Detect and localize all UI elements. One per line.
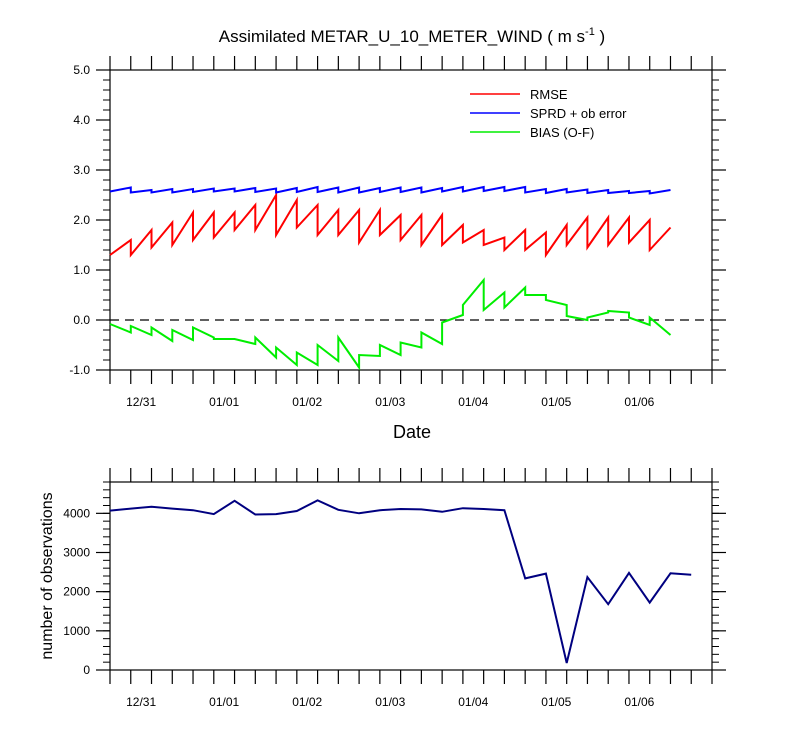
x-tick-label: 12/31 — [126, 695, 156, 709]
y-tick-label: 1.0 — [73, 263, 90, 277]
legend: RMSE SPRD + ob error BIAS (O-F) — [470, 87, 627, 140]
x-tick-label: 01/03 — [375, 395, 405, 409]
y-tick-label: 0 — [83, 663, 90, 677]
legend-label-bias: BIAS (O-F) — [530, 125, 594, 140]
series-line-number-of-observations — [109, 499, 692, 664]
top-chart-title: Assimilated METAR_U_10_METER_WIND ( m s-… — [219, 26, 605, 46]
bottom-y-axis-label: number of observations — [39, 492, 56, 659]
legend-label-rmse: RMSE — [530, 87, 568, 102]
top-series — [109, 185, 672, 371]
x-tick-label: 01/02 — [292, 395, 322, 409]
y-tick-label: 2000 — [63, 585, 90, 599]
bottom-chart: 12/31 01/01 01/02 01/03 01/04 01/05 01/06 0 100… — [39, 468, 726, 709]
top-chart: Assimilated METAR_U_10_METER_WIND ( m s-… — [69, 26, 726, 442]
x-tick-label: 01/06 — [624, 695, 654, 709]
y-tick-label: 3.0 — [73, 163, 90, 177]
series-line-sprd-ob-error — [109, 185, 671, 195]
x-tick-label: 01/04 — [458, 695, 488, 709]
x-tick-label: 01/06 — [624, 395, 654, 409]
bottom-series — [109, 499, 692, 664]
x-tick-label: 01/05 — [541, 695, 571, 709]
x-tick-label: 01/03 — [375, 695, 405, 709]
x-tick-label: 01/01 — [209, 395, 239, 409]
y-tick-label: 5.0 — [73, 63, 90, 77]
top-x-axis-label: Date — [393, 422, 431, 442]
top-y-ticks: -1.0 0.0 1.0 2.0 3.0 4.0 5.0 — [69, 63, 726, 377]
bottom-x-ticks: 12/31 01/01 01/02 01/03 01/04 01/05 01/06 — [109, 468, 713, 709]
y-tick-label: -1.0 — [69, 363, 90, 377]
y-tick-label: 1000 — [63, 624, 90, 638]
legend-label-sprd: SPRD + ob error — [530, 106, 627, 121]
series-line-bias-o-f — [109, 277, 672, 371]
x-tick-label: 01/02 — [292, 695, 322, 709]
top-x-ticks: 12/31 01/01 01/02 01/03 01/04 01/05 01/06 — [109, 56, 713, 409]
series-line-rmse — [109, 191, 672, 259]
y-tick-label: 4.0 — [73, 113, 90, 127]
bottom-y-ticks: 0 1000 2000 3000 4000 — [63, 506, 726, 677]
x-tick-label: 01/04 — [458, 395, 488, 409]
x-tick-label: 01/05 — [541, 395, 571, 409]
y-tick-label: 0.0 — [73, 313, 90, 327]
y-tick-label: 4000 — [63, 506, 90, 520]
y-tick-label: 2.0 — [73, 213, 90, 227]
x-tick-label: 01/01 — [209, 695, 239, 709]
x-tick-label: 12/31 — [126, 395, 156, 409]
y-tick-label: 3000 — [63, 546, 90, 560]
